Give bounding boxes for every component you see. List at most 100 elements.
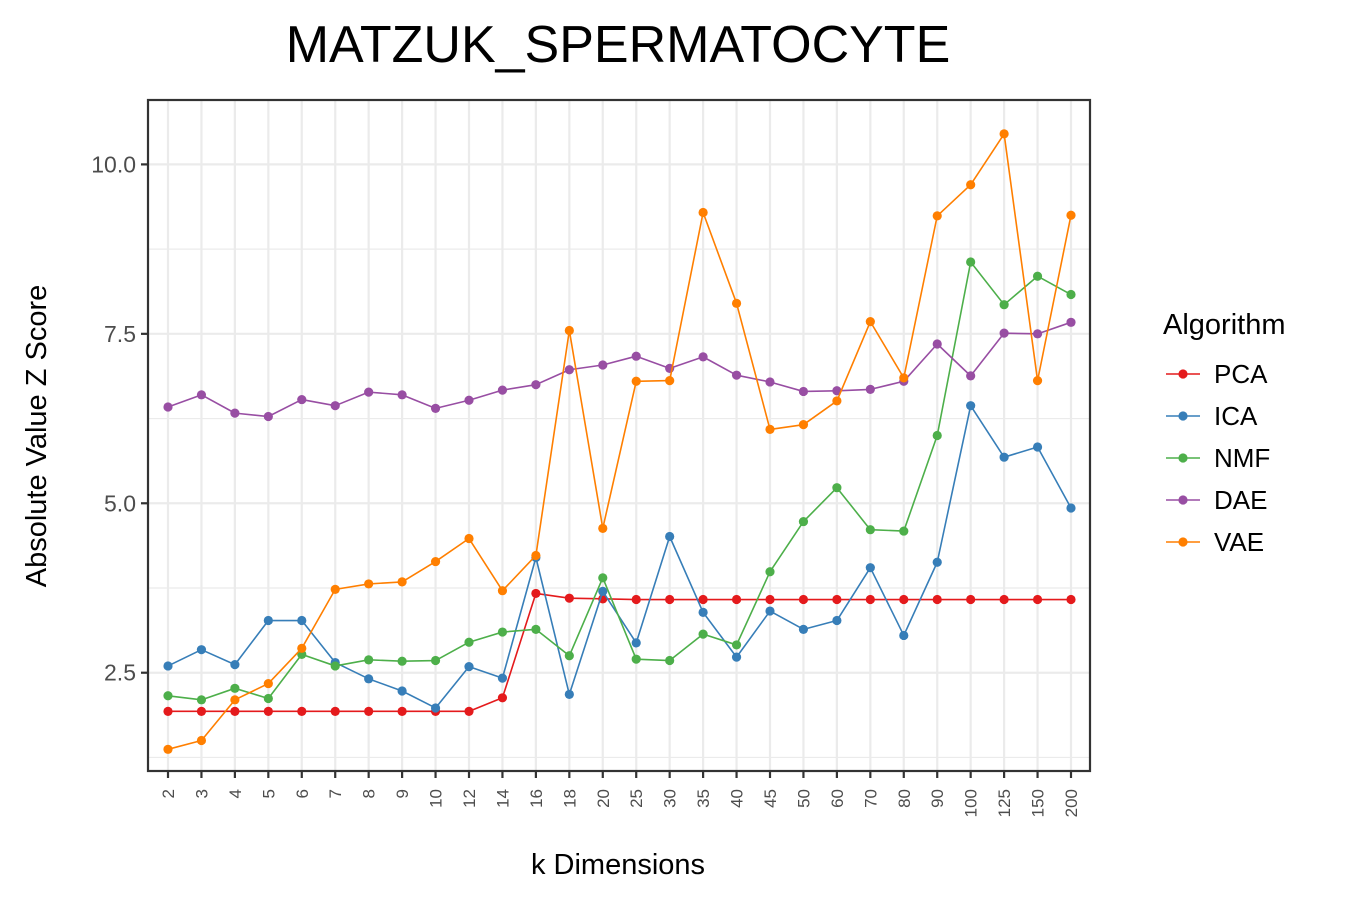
x-tick-label: 25 — [627, 789, 646, 808]
data-point-pca — [263, 706, 273, 716]
legend-item-ica: ICA — [1166, 401, 1258, 431]
plot-frame — [146, 98, 1092, 773]
data-point-nmf — [999, 300, 1009, 310]
data-point-nmf — [230, 683, 240, 693]
data-point-pca — [631, 594, 641, 605]
y-tick-label: 5.0 — [104, 490, 136, 516]
data-point-vae — [330, 584, 340, 594]
data-point-pca — [899, 594, 909, 605]
minor-gridlines — [148, 248, 1090, 759]
data-point-pca — [1066, 594, 1076, 605]
data-point-pca — [330, 706, 340, 716]
data-point-ica — [798, 624, 809, 634]
data-point-nmf — [196, 695, 207, 705]
data-point-vae — [564, 325, 574, 336]
data-point-vae — [364, 579, 374, 589]
data-point-nmf — [832, 483, 842, 493]
legend-item-vae: VAE — [1166, 527, 1264, 557]
x-tick-label: 18 — [560, 789, 579, 808]
x-tick-label: 45 — [761, 789, 780, 808]
x-axis: 2 3 4 5 6 7 8 9 10 12 14 16 18 20 25 30 35 40 45 50 60 70 80 90… — [159, 771, 1081, 817]
data-point-pca — [865, 594, 875, 605]
data-point-nmf — [464, 637, 474, 647]
x-tick-label: 14 — [493, 789, 512, 808]
data-point-nmf — [798, 516, 809, 527]
data-point-vae — [196, 735, 207, 746]
data-point-pca — [665, 594, 675, 605]
data-point-ica — [899, 630, 909, 641]
data-point-dae — [765, 377, 775, 387]
data-point-ica — [497, 673, 508, 683]
series-line-dae — [167, 321, 1072, 418]
x-tick-label: 3 — [192, 789, 211, 798]
x-axis-title: k Dimensions — [531, 849, 705, 881]
x-tick-label: 10 — [427, 789, 446, 808]
data-point-vae — [598, 523, 608, 533]
data-point-ica — [765, 606, 775, 616]
data-point-ica — [731, 652, 742, 662]
x-tick-label: 200 — [1062, 789, 1081, 817]
x-tick-label: 5 — [259, 789, 278, 798]
data-point-vae — [698, 207, 708, 218]
x-tick-label: 9 — [393, 789, 412, 798]
data-point-pca — [698, 594, 708, 605]
data-point-vae — [999, 129, 1009, 139]
data-point-dae — [832, 386, 842, 396]
data-point-dae — [966, 371, 976, 381]
data-point-dae — [564, 365, 574, 375]
data-point-dae — [1066, 317, 1076, 327]
legend-marker-vae — [1178, 537, 1188, 547]
data-point-dae — [430, 403, 441, 413]
data-point-pca — [531, 588, 541, 599]
data-point-dae — [163, 402, 173, 412]
legend-label-dae: DAE — [1214, 485, 1267, 515]
data-point-dae — [865, 384, 875, 395]
data-point-vae — [397, 577, 407, 587]
data-point-pca — [196, 706, 207, 716]
data-point-nmf — [1032, 271, 1043, 281]
data-point-nmf — [631, 654, 641, 664]
legend-label-ica: ICA — [1214, 401, 1258, 431]
data-point-vae — [765, 424, 775, 434]
data-point-pca — [297, 706, 307, 716]
y-tick-label: 2.5 — [104, 660, 136, 686]
data-point-nmf — [497, 627, 508, 637]
data-point-ica — [564, 689, 574, 700]
legend-item-nmf: NMF — [1166, 443, 1270, 473]
data-point-nmf — [263, 693, 273, 704]
data-point-dae — [598, 360, 608, 370]
data-point-dae — [999, 328, 1009, 338]
data-point-vae — [1066, 210, 1076, 220]
data-point-dae — [798, 386, 809, 397]
data-point-ica — [865, 563, 875, 573]
x-tick-label: 100 — [962, 789, 981, 817]
data-point-ica — [464, 662, 474, 672]
data-point-dae — [196, 390, 207, 400]
data-point-pca — [731, 594, 742, 605]
data-point-dae — [497, 385, 508, 395]
data-point-ica — [297, 615, 307, 626]
x-tick-label: 7 — [326, 789, 345, 798]
series-line-vae — [167, 133, 1072, 751]
chart-title: MATZUK_SPERMATOCYTE — [286, 16, 951, 74]
data-point-pca — [932, 594, 942, 605]
data-point-ica — [364, 674, 374, 684]
data-point-vae — [297, 643, 307, 653]
data-point-dae — [263, 411, 273, 422]
data-point-vae — [932, 211, 942, 221]
legend-label-pca: PCA — [1214, 359, 1268, 389]
data-point-vae — [430, 556, 441, 567]
x-tick-label: 2 — [159, 789, 178, 798]
data-point-pca — [230, 706, 240, 716]
plot-border — [146, 98, 1092, 773]
x-tick-label: 20 — [594, 789, 613, 808]
data-point-ica — [999, 452, 1009, 462]
x-tick-label: 60 — [828, 789, 847, 808]
data-point-vae — [731, 298, 742, 308]
data-point-ica — [263, 615, 273, 626]
data-point-ica — [1066, 503, 1076, 513]
data-point-vae — [899, 373, 909, 383]
data-point-nmf — [932, 430, 942, 441]
data-point-dae — [230, 408, 240, 418]
data-point-ica — [1032, 442, 1043, 452]
